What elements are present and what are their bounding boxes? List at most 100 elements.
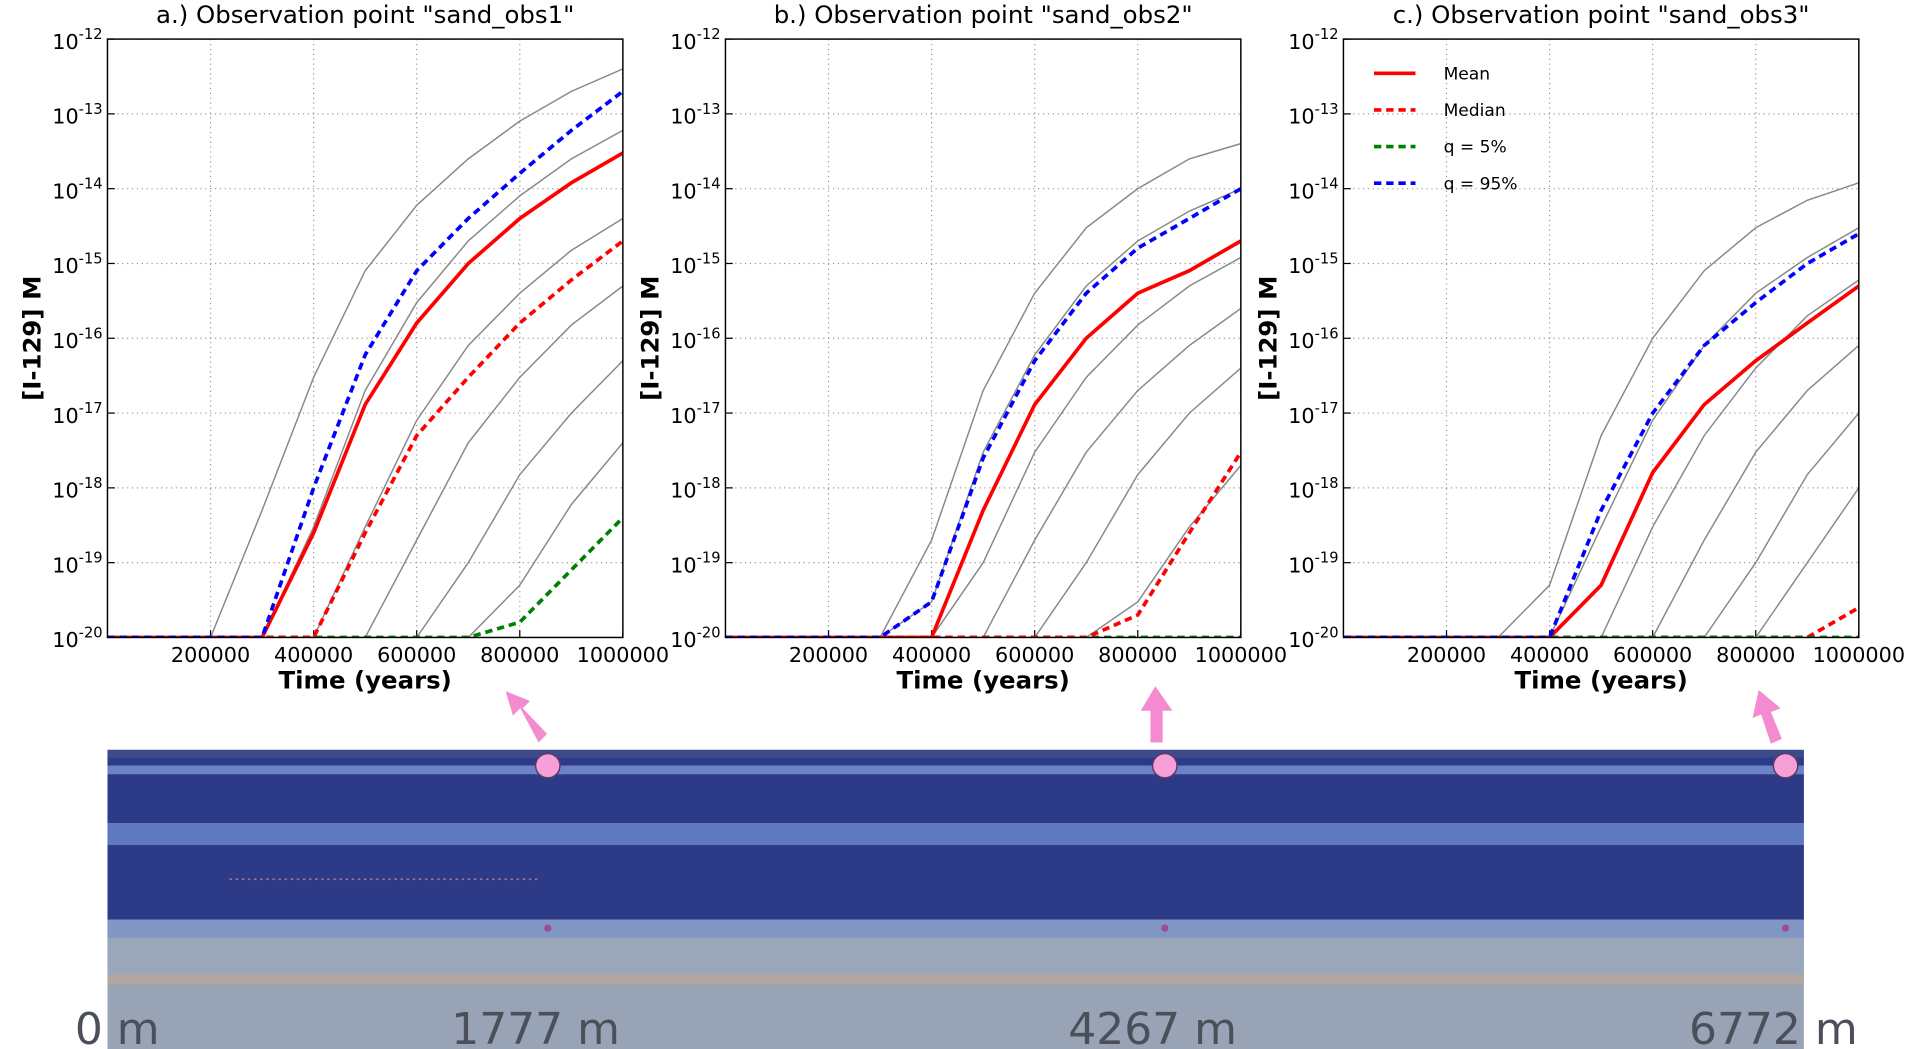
x-tick-label: 800000 xyxy=(1098,643,1177,667)
layer xyxy=(107,919,1804,938)
y-tick-label: 10-19 xyxy=(670,550,720,578)
y-tick-label: 10-17 xyxy=(52,400,102,428)
legend-label: Median xyxy=(1444,101,1506,121)
y-tick-label: 10-14 xyxy=(1288,176,1338,204)
series-line xyxy=(107,151,623,638)
x-tick-label: 400000 xyxy=(1510,643,1589,667)
distance-label: 0 m xyxy=(75,1004,160,1049)
realization-line xyxy=(107,285,623,638)
y-tick-label: 10-13 xyxy=(52,101,102,129)
y-tick-label: 10-16 xyxy=(1288,325,1338,353)
y-tick-label: 10-17 xyxy=(670,400,720,428)
x-tick-label: 200000 xyxy=(789,643,868,667)
y-tick-label: 10-14 xyxy=(52,176,102,204)
observation-point xyxy=(534,752,561,779)
layer xyxy=(107,774,1804,824)
y-tick-label: 10-13 xyxy=(670,101,720,129)
plot-frame xyxy=(724,38,1242,639)
x-axis-label: Time (years) xyxy=(896,666,1069,695)
y-axis-label: [I-129] M xyxy=(635,276,664,401)
chart: a.) Observation point "sand_obs1" 10-20 10… xyxy=(17,0,669,695)
y-tick-label: 10-16 xyxy=(52,325,102,353)
observation-point xyxy=(1772,752,1799,779)
y-tick-label: 10-19 xyxy=(1288,550,1338,578)
y-tick-label: 10-18 xyxy=(52,475,102,503)
x-tick-label: 600000 xyxy=(377,643,456,667)
realization-line xyxy=(1343,227,1859,638)
legend-label: q = 5% xyxy=(1444,138,1507,158)
chart-title: b.) Observation point "sand_obs2" xyxy=(774,0,1193,29)
realization-line xyxy=(1343,279,1859,638)
y-tick-label: 10-16 xyxy=(670,325,720,353)
arrow xyxy=(505,691,548,743)
y-tick-label: 10-20 xyxy=(670,624,720,652)
realization-line xyxy=(725,367,1241,638)
y-tick-label: 10-18 xyxy=(1288,475,1338,503)
chart: b.) Observation point "sand_obs2" 10-20 10… xyxy=(635,0,1287,695)
realization-line xyxy=(107,442,623,638)
x-tick-label: 400000 xyxy=(274,643,353,667)
y-tick-label: 10-13 xyxy=(1288,101,1338,129)
realization-line xyxy=(1343,412,1859,638)
layer xyxy=(107,937,1804,975)
observation-dot xyxy=(544,924,552,932)
y-tick-label: 10-15 xyxy=(670,250,720,278)
realization-line xyxy=(725,142,1241,638)
series-line xyxy=(107,89,623,638)
y-tick-label: 10-15 xyxy=(1288,250,1338,278)
observation-dot xyxy=(1161,924,1169,932)
arrow xyxy=(1140,686,1173,743)
layer xyxy=(107,765,1804,775)
x-tick-label: 400000 xyxy=(892,643,971,667)
series-line xyxy=(725,239,1241,638)
y-tick-label: 10-17 xyxy=(1288,400,1338,428)
series-line xyxy=(725,187,1241,638)
x-tick-label: 1000000 xyxy=(1195,643,1287,667)
x-tick-label: 800000 xyxy=(1716,643,1795,667)
realization-line xyxy=(107,129,623,638)
x-tick-label: 1000000 xyxy=(1813,643,1905,667)
layer xyxy=(107,974,1804,985)
chart: c.) Observation point "sand_obs3" 10-20 10… xyxy=(1253,0,1905,695)
plot-frame xyxy=(106,38,624,639)
realization-line xyxy=(1343,487,1859,638)
y-tick-label: 10-19 xyxy=(52,550,102,578)
y-tick-label: 10-20 xyxy=(52,624,102,652)
realization-line xyxy=(107,360,623,638)
y-tick-label: 10-15 xyxy=(52,250,102,278)
realization-line xyxy=(107,217,623,638)
x-tick-label: 1000000 xyxy=(577,643,669,667)
series-line xyxy=(1343,284,1859,638)
y-tick-label: 10-12 xyxy=(52,26,102,54)
series-line xyxy=(1343,232,1859,638)
arrow xyxy=(1752,689,1782,744)
y-axis-label: [I-129] M xyxy=(1253,276,1282,401)
realization-line xyxy=(725,256,1241,638)
distance-label: 4267 m xyxy=(1068,1004,1237,1049)
distance-label: 1777 m xyxy=(451,1004,620,1049)
y-axis-label: [I-129] M xyxy=(17,276,46,401)
x-axis-label: Time (years) xyxy=(279,666,452,695)
x-tick-label: 200000 xyxy=(1407,643,1486,667)
realization-line xyxy=(1343,182,1859,638)
series-line xyxy=(107,239,623,638)
realization-line xyxy=(725,464,1241,638)
chart-title: a.) Observation point "sand_obs1" xyxy=(156,0,574,29)
x-tick-label: 200000 xyxy=(171,643,250,667)
plot-frame xyxy=(1342,38,1860,639)
y-tick-label: 10-18 xyxy=(670,475,720,503)
series-line xyxy=(1343,606,1859,638)
y-tick-label: 10-20 xyxy=(1288,624,1338,652)
observation-point xyxy=(1151,752,1178,779)
y-tick-label: 10-14 xyxy=(670,176,720,204)
x-tick-label: 800000 xyxy=(480,643,559,667)
x-tick-label: 600000 xyxy=(1613,643,1692,667)
layer xyxy=(107,823,1804,846)
layer xyxy=(107,757,1804,766)
y-tick-label: 10-12 xyxy=(670,26,720,54)
realization-line xyxy=(725,307,1241,638)
legend-label: Mean xyxy=(1444,64,1491,84)
layer xyxy=(107,845,1804,920)
